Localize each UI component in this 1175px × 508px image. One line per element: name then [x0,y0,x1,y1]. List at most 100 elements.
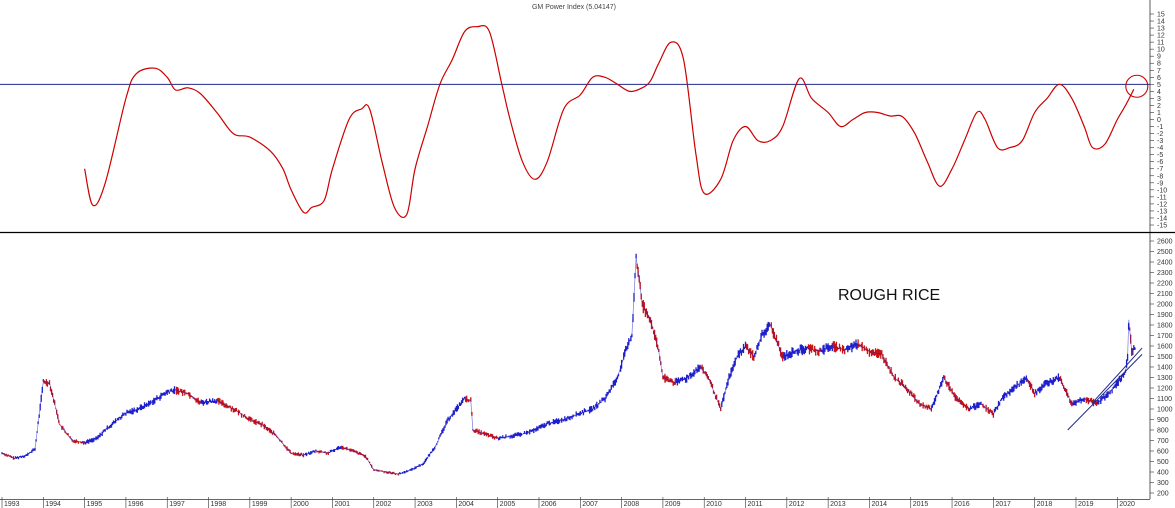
price-tick-label: 1800 [1157,323,1173,330]
price-tick-label: 2100 [1157,291,1173,298]
x-tick-label: 2020 [1119,501,1135,508]
x-tick-label: 2013 [830,501,846,508]
x-tick-label: 2001 [334,501,350,508]
oscillator-tick-label: 0 [1157,117,1161,124]
price-tick-label: 1700 [1157,333,1173,340]
x-tick-label: 2019 [1078,501,1094,508]
price-tick-label: 700 [1157,438,1169,445]
chart-annotation: ROUGH RICE [838,287,940,304]
oscillator-tick-label: -4 [1157,145,1163,152]
x-tick-label: 2011 [748,501,763,508]
x-tick-label: 2017 [995,501,1011,508]
x-tick-label: 2006 [541,501,557,508]
x-tick-label: 2012 [789,501,805,508]
price-tick-label: 1000 [1157,407,1173,414]
price-bars-up [1,253,1136,475]
price-tick-label: 1200 [1157,386,1173,393]
oscillator-tick-label: 3 [1157,96,1161,103]
price-tick-label: 1100 [1157,396,1172,403]
oscillator-tick-label: 11 [1157,40,1164,47]
x-tick-label: 1997 [169,501,185,508]
x-tick-label: 2002 [376,501,392,508]
x-tick-label: 2008 [624,501,640,508]
oscillator-tick-label: -14 [1157,215,1167,222]
oscillator-tick-label: 6 [1157,75,1161,82]
price-panel: 2600 2500 2400 2300 2200 2100 2000 1900 1800 1700… [0,233,1173,508]
oscillator-title: GM Power Index (5.04147) [532,4,616,11]
x-tick-label: 2003 [417,501,433,508]
oscillator-tick-label: -3 [1157,138,1163,145]
oscillator-tick-label: 5 [1157,82,1161,89]
price-tick-label: 800 [1157,428,1169,435]
oscillator-tick-label: -10 [1157,187,1167,194]
price-bars-down [2,263,1133,476]
oscillator-tick-label: -12 [1157,201,1167,208]
oscillator-tick-label: 10 [1157,47,1165,54]
x-tick-label: 2005 [500,501,516,508]
x-tick-label: 2016 [954,501,970,508]
price-tick-label: 2200 [1157,281,1173,288]
oscillator-tick-label: -13 [1157,208,1167,215]
price-tick-label: 1900 [1157,312,1173,319]
trend-channel-upper [1092,347,1143,404]
oscillator-tick-label: 4 [1157,89,1161,96]
price-tick-label: 2300 [1157,270,1173,277]
oscillator-tick-label: -6 [1157,159,1163,166]
trendline [1067,354,1143,431]
price-series [1,253,1143,476]
oscillator-tick-label: -11 [1157,194,1167,201]
oscillator-tick-label: 15 [1157,12,1165,19]
x-tick-label: 2015 [913,501,929,508]
x-tick-label: 2014 [871,501,887,508]
oscillator-panel: GM Power Index (5.04147) 151413121110987… [0,0,1167,232]
oscillator-tick-label: 14 [1157,19,1165,26]
x-tick-label: 1994 [45,501,61,508]
price-tick-label: 1600 [1157,344,1173,351]
oscillator-tick-label: -8 [1157,173,1163,180]
x-tick-label: 1995 [87,501,103,508]
price-tick-label: 2400 [1157,260,1173,267]
oscillator-tick-label: -1 [1157,124,1163,131]
x-tick-label: 1993 [4,501,20,508]
price-tick-label: 2600 [1157,239,1173,246]
x-tick-label: 2010 [706,501,722,508]
price-y-axis: 2600 2500 2400 2300 2200 2100 2000 1900 1800 1700… [1149,233,1173,499]
price-tick-label: 1500 [1157,354,1173,361]
price-tick-label: 2500 [1157,249,1173,256]
oscillator-tick-label: 1 [1157,110,1161,117]
price-tick-label: 500 [1157,459,1169,466]
oscillator-tick-label: 8 [1157,61,1161,68]
x-tick-label: 2004 [458,501,474,508]
price-tick-label: 1300 [1157,375,1173,382]
price-tick-label: 300 [1157,480,1169,487]
x-tick-label: 1998 [211,501,227,508]
oscillator-tick-label: -2 [1157,131,1163,138]
oscillator-tick-label: 13 [1157,26,1165,33]
oscillator-y-axis: 1514131211109876543210-1-2-3-4-5-6-7-8-9… [1149,0,1167,232]
x-tick-label: 2009 [665,501,681,508]
oscillator-tick-label: 7 [1157,68,1161,75]
x-tick-label: 1999 [252,501,268,508]
x-tick-label: 1996 [128,501,144,508]
price-tick-label: 900 [1157,417,1169,424]
oscillator-tick-label: -7 [1157,166,1163,173]
oscillator-tick-label: -5 [1157,152,1163,159]
x-tick-label: 2007 [582,501,598,508]
oscillator-tick-label: -9 [1157,180,1163,187]
price-tick-label: 400 [1157,470,1169,477]
x-axis: 1993 1994 1995 1996 1997 1998 1999 2000 2001 2002… [0,497,1150,508]
oscillator-series-line [84,24,1135,218]
price-tick-label: 200 [1157,491,1169,498]
oscillator-tick-label: 2 [1157,103,1161,110]
price-tick-label: 2000 [1157,302,1173,309]
price-tick-label: 1400 [1157,365,1173,372]
oscillator-tick-label: -15 [1157,223,1167,230]
oscillator-tick-label: 9 [1157,54,1161,61]
highlight-circle [1125,74,1149,98]
oscillator-tick-label: 12 [1157,33,1165,40]
price-tick-label: 600 [1157,449,1169,456]
x-tick-label: 2018 [1037,501,1053,508]
price-close-line [1,256,1137,475]
x-tick-label: 2000 [293,501,309,508]
